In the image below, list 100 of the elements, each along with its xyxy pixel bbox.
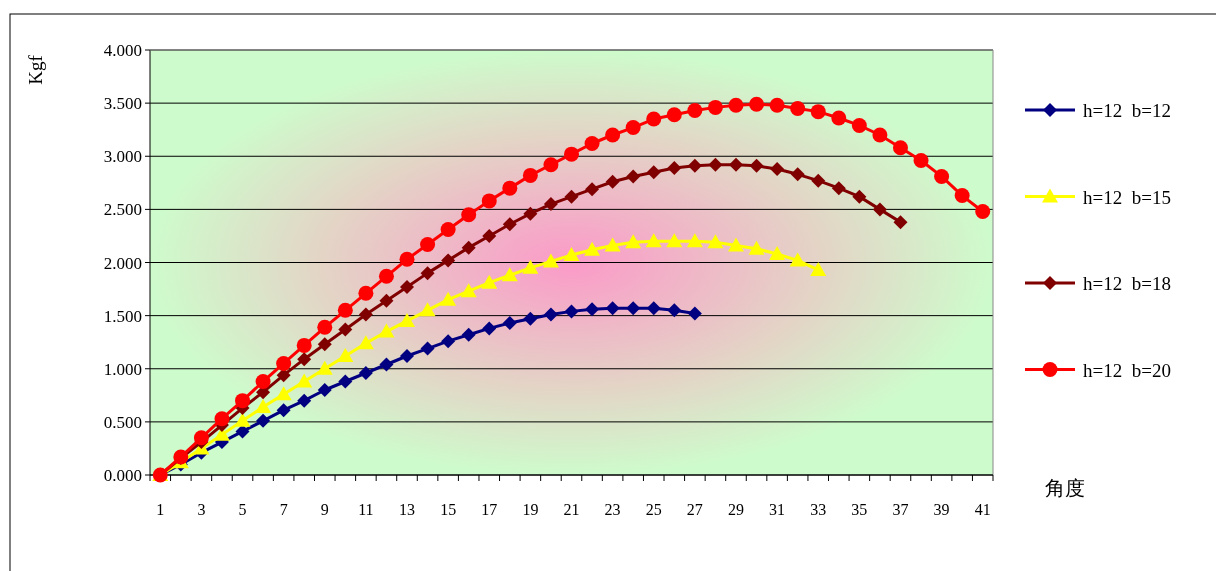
point (276, 403, 291, 418)
point (379, 357, 394, 372)
point (399, 312, 416, 327)
point (481, 193, 497, 209)
point (646, 301, 661, 316)
point (769, 246, 786, 260)
point (378, 323, 395, 338)
point (482, 228, 497, 243)
point (626, 301, 641, 316)
point (892, 140, 908, 156)
point (934, 168, 950, 184)
point (687, 158, 702, 173)
point (358, 366, 373, 380)
point (441, 334, 456, 349)
point (296, 373, 313, 388)
point (400, 349, 415, 363)
point (502, 180, 518, 196)
point (851, 117, 867, 133)
point (543, 197, 558, 212)
point (727, 237, 744, 252)
point (379, 293, 394, 308)
point (625, 120, 641, 136)
point (564, 189, 579, 204)
point (317, 319, 333, 335)
point (358, 285, 374, 301)
y-tick-label: 1.500 (103, 306, 142, 326)
point (975, 204, 991, 219)
point (728, 97, 744, 113)
point (338, 322, 353, 337)
point (584, 241, 601, 256)
point (482, 321, 497, 336)
point (770, 162, 785, 176)
y-tick-label: 3.000 (103, 147, 142, 167)
point (645, 233, 662, 248)
point (584, 136, 600, 151)
point (214, 411, 230, 427)
y-tick-label: 1.000 (103, 359, 142, 379)
y-tick-label: 2.500 (103, 200, 142, 220)
point (235, 424, 250, 439)
point (440, 291, 457, 306)
point (769, 97, 785, 113)
point (234, 412, 251, 427)
point (564, 146, 579, 162)
point (461, 327, 476, 342)
point (316, 360, 333, 375)
point (789, 252, 806, 267)
point (461, 240, 476, 255)
point (831, 181, 846, 196)
point (317, 383, 332, 397)
point (357, 335, 374, 350)
point (626, 169, 641, 184)
point (585, 302, 600, 317)
legend-label: h=12 b=15 (1083, 186, 1171, 208)
point (297, 352, 312, 367)
point (522, 167, 538, 183)
point (707, 99, 723, 115)
x-axis-title: 角度 (1045, 477, 1085, 499)
point (605, 174, 620, 189)
point (707, 234, 724, 249)
point (522, 259, 539, 274)
point (441, 253, 456, 268)
point (563, 247, 580, 262)
point (604, 237, 621, 252)
point (502, 217, 517, 232)
point (420, 341, 435, 356)
point (543, 157, 559, 173)
point (338, 374, 353, 389)
point (585, 182, 600, 197)
y-tick-label: 0.500 (103, 412, 142, 432)
point (954, 188, 970, 204)
point (501, 267, 518, 282)
point (605, 301, 620, 316)
point (461, 207, 477, 223)
point (419, 302, 436, 317)
point (564, 304, 579, 319)
point (337, 302, 353, 318)
point (810, 104, 826, 120)
point (811, 173, 826, 188)
point (666, 107, 682, 123)
point (543, 307, 558, 322)
y-tick-label: 3.500 (103, 94, 142, 114)
point (256, 413, 271, 428)
legend-label: h=12 b=12 (1083, 100, 1171, 121)
point (255, 374, 271, 389)
point (790, 167, 805, 182)
point (749, 96, 765, 112)
point (605, 127, 621, 143)
point (748, 240, 765, 255)
point (852, 189, 867, 204)
point (193, 430, 209, 446)
point (276, 355, 292, 371)
point (523, 206, 538, 221)
point (400, 279, 415, 294)
point (523, 311, 538, 326)
point (831, 110, 847, 126)
point (420, 266, 435, 281)
y-axis-title: Kgf (25, 54, 46, 85)
point (276, 368, 291, 383)
point (337, 348, 354, 362)
y-tick-label: 4.000 (103, 41, 142, 60)
